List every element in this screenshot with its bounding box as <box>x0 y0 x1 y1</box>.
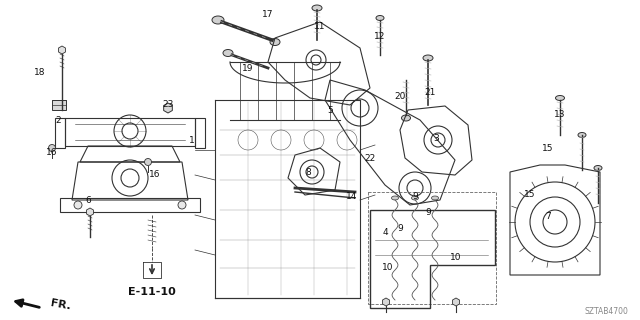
Text: 15: 15 <box>524 189 536 198</box>
Ellipse shape <box>376 15 384 20</box>
Text: 19: 19 <box>243 63 253 73</box>
Circle shape <box>74 201 82 209</box>
Polygon shape <box>452 298 460 306</box>
Text: 9: 9 <box>397 223 403 233</box>
Polygon shape <box>164 103 172 113</box>
Ellipse shape <box>594 165 602 171</box>
Text: 9: 9 <box>425 207 431 217</box>
Ellipse shape <box>412 196 419 200</box>
Circle shape <box>178 201 186 209</box>
Text: 5: 5 <box>327 106 333 115</box>
Polygon shape <box>58 46 65 54</box>
Text: 10: 10 <box>382 263 394 273</box>
Ellipse shape <box>423 55 433 61</box>
Polygon shape <box>383 298 390 306</box>
Text: 22: 22 <box>364 154 376 163</box>
Text: 20: 20 <box>394 92 406 100</box>
Text: 21: 21 <box>424 87 436 97</box>
Bar <box>368 192 496 304</box>
Text: 6: 6 <box>85 196 91 204</box>
Ellipse shape <box>270 38 280 45</box>
Ellipse shape <box>431 196 438 200</box>
Text: 1: 1 <box>189 135 195 145</box>
Text: 4: 4 <box>382 228 388 236</box>
Text: 12: 12 <box>374 31 386 41</box>
Text: 13: 13 <box>554 109 566 118</box>
Bar <box>52 100 66 110</box>
Text: 9: 9 <box>412 191 418 201</box>
Text: SZTAB4700: SZTAB4700 <box>584 308 628 316</box>
Text: E-11-10: E-11-10 <box>128 287 176 297</box>
Text: 16: 16 <box>46 148 58 156</box>
Circle shape <box>145 158 152 165</box>
Bar <box>65 118 195 146</box>
Text: 15: 15 <box>542 143 554 153</box>
Ellipse shape <box>212 16 224 24</box>
Text: 3: 3 <box>433 133 439 142</box>
Ellipse shape <box>392 196 399 200</box>
Polygon shape <box>86 208 93 216</box>
Ellipse shape <box>401 115 410 121</box>
Text: 11: 11 <box>314 21 326 30</box>
Ellipse shape <box>223 50 233 57</box>
Text: 17: 17 <box>262 10 274 19</box>
Text: FR.: FR. <box>50 298 72 312</box>
Ellipse shape <box>312 5 322 11</box>
Ellipse shape <box>556 95 564 100</box>
Text: 18: 18 <box>35 68 45 76</box>
Ellipse shape <box>578 132 586 138</box>
Text: 14: 14 <box>346 191 358 201</box>
Text: 10: 10 <box>451 253 461 262</box>
Circle shape <box>49 145 56 151</box>
Text: 8: 8 <box>305 167 311 177</box>
Text: 23: 23 <box>163 100 173 108</box>
Text: 16: 16 <box>149 170 161 179</box>
Text: 7: 7 <box>545 212 551 220</box>
Text: 2: 2 <box>55 116 61 124</box>
